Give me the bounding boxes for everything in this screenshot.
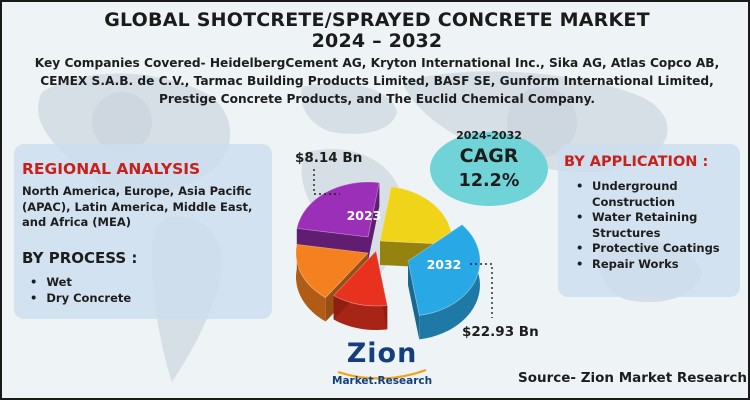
process-item-wet: Wet (30, 274, 131, 290)
year-label-2023: 2023 (347, 208, 382, 223)
slice-orange-top (295, 243, 369, 298)
page-title: GLOBAL SHOTCRETE/SPRAYED CONCRETE MARKET… (2, 9, 748, 52)
by-application-heading: BY APPLICATION : (564, 154, 709, 170)
zion-logo: Zion Market.Research (332, 338, 433, 394)
slice-2023-wall-1 (368, 182, 380, 261)
slice-2032-side (419, 224, 480, 340)
slice-orange-side (296, 244, 326, 322)
value-label-2032: $22.93 Bn (462, 324, 539, 340)
cagr-value: 12.2% (458, 171, 520, 191)
process-item-dry: Dry Concrete (30, 290, 131, 306)
slice-yellow-top (379, 186, 453, 245)
slice-2023-top (296, 181, 380, 238)
regional-analysis-text: North America, Europe, Asia Pacific (APA… (22, 184, 253, 229)
slice-red-top (333, 250, 388, 307)
application-item-underground: Underground Construction (576, 179, 736, 210)
logo-subtitle: Market.Research (332, 375, 433, 387)
logo-swoosh-path (337, 368, 427, 380)
key-companies-text: Key Companies Covered- HeidelbergCement … (34, 56, 720, 106)
cagr-label: CAGR (459, 145, 519, 167)
value-label-2023: $8.14 Bn (295, 150, 363, 166)
leader-line-2023 (313, 169, 340, 195)
year-label-2032: 2032 (427, 257, 462, 272)
title-line-2: 2024 – 2032 (311, 30, 443, 52)
application-item-repair-works: Repair Works (576, 257, 736, 273)
application-list: Underground Construction Water Retaining… (576, 179, 736, 272)
application-item-protective-coatings: Protective Coatings (576, 241, 736, 257)
title-line-1: GLOBAL SHOTCRETE/SPRAYED CONCRETE MARKET (104, 9, 650, 31)
cagr-years: 2024-2032 (456, 129, 522, 142)
application-item-water-retaining: Water Retaining Structures (576, 210, 736, 241)
slice-2032-top (407, 224, 481, 316)
by-process-heading: BY PROCESS : (22, 249, 138, 267)
slice-2032-wall-1 (408, 261, 420, 340)
cagr-badge (430, 132, 548, 206)
logo-swoosh-icon (337, 368, 427, 380)
leader-line-2032 (470, 263, 493, 318)
process-list: Wet Dry Concrete (30, 274, 131, 306)
logo-wordmark: Zion (346, 338, 418, 369)
source-text: Source- Zion Market Research (518, 370, 747, 386)
regional-analysis-heading: REGIONAL ANALYSIS (22, 160, 201, 178)
